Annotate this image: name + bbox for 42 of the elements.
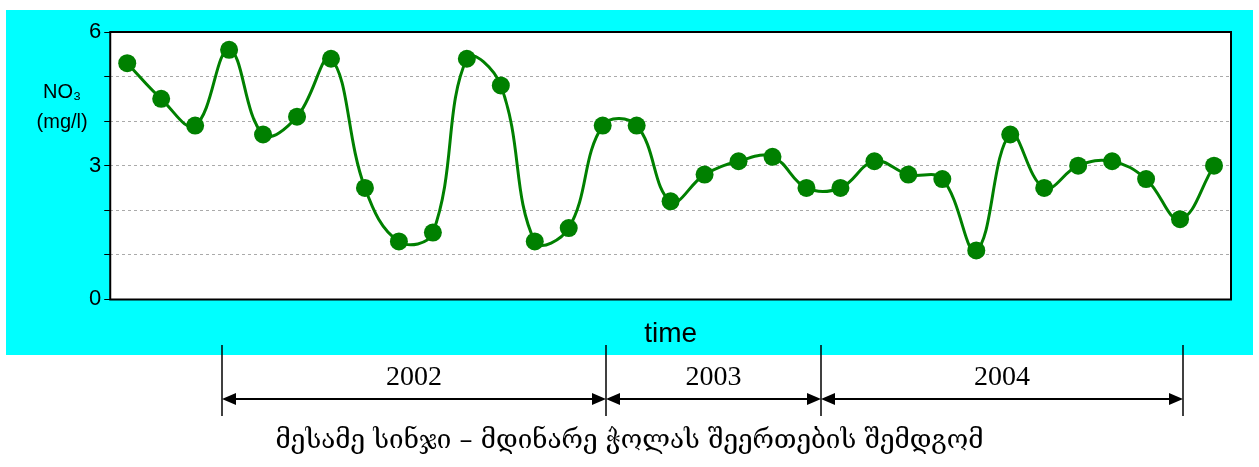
y-tick-label: 3 <box>88 151 102 177</box>
point <box>1103 152 1122 171</box>
point <box>1137 170 1156 189</box>
point <box>661 192 680 211</box>
x-axis-title: time <box>644 316 698 348</box>
point <box>559 219 578 238</box>
point <box>899 165 918 184</box>
point <box>389 232 408 251</box>
point <box>967 241 986 260</box>
point <box>1205 156 1224 175</box>
y-tick-label: 0 <box>88 285 102 311</box>
point <box>491 76 510 95</box>
y-tick-label: 6 <box>88 18 102 44</box>
point <box>763 147 782 166</box>
point <box>457 49 476 68</box>
point <box>525 232 544 251</box>
point <box>865 152 884 171</box>
text: 2004 <box>974 360 1030 391</box>
point <box>1035 178 1054 197</box>
point <box>797 178 816 197</box>
point <box>1171 210 1190 229</box>
point <box>152 89 171 108</box>
point <box>423 223 442 242</box>
point <box>695 165 714 184</box>
point <box>729 152 748 171</box>
point <box>831 178 850 197</box>
point <box>1069 156 1088 175</box>
y-axis-title: NO₃ (mg/l) <box>36 79 88 132</box>
point <box>321 49 340 68</box>
point <box>220 40 239 59</box>
text: 2002 <box>386 360 442 391</box>
text: 2003 <box>685 360 742 391</box>
point <box>254 125 273 144</box>
point <box>933 170 952 189</box>
text: მესამე სინჯი – მდინარე ჭოლას შეერთების შემდგომ <box>275 424 984 454</box>
point <box>186 116 205 135</box>
point <box>1001 125 1020 144</box>
point <box>355 178 374 197</box>
point <box>288 107 307 126</box>
point <box>118 54 137 73</box>
point <box>627 116 646 135</box>
point <box>593 116 612 135</box>
